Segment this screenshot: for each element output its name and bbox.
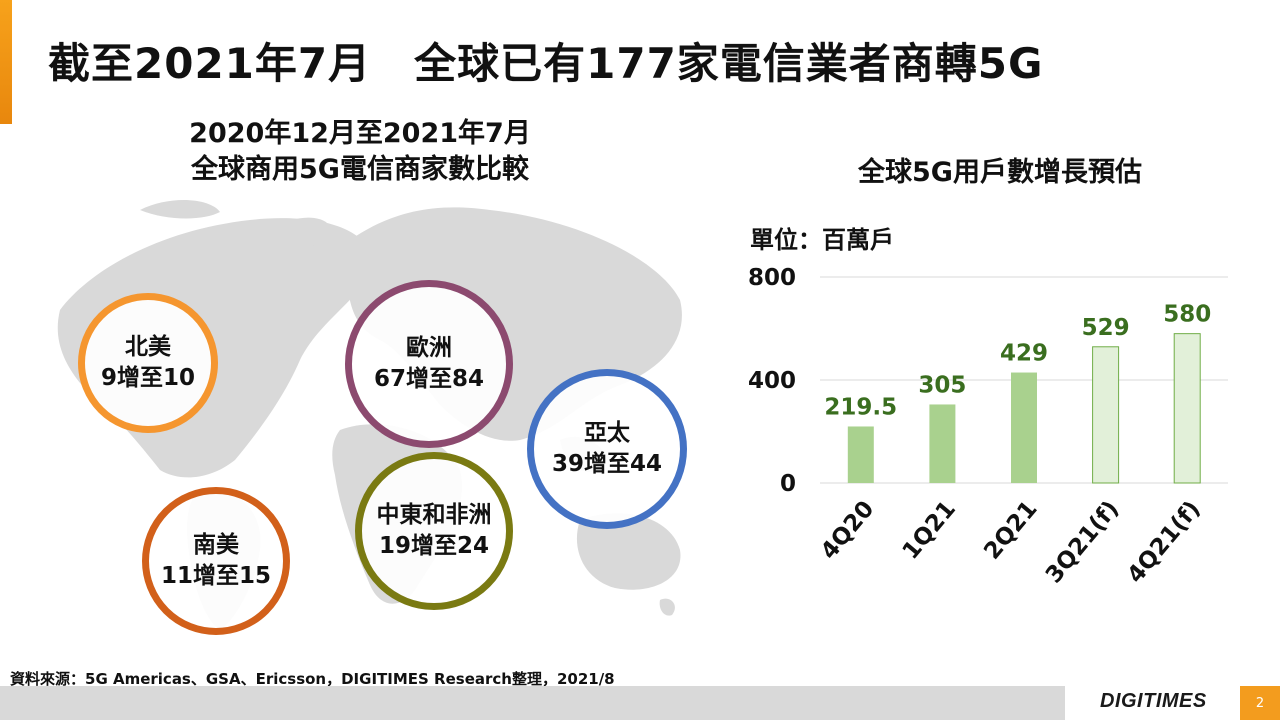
y-tick-label: 0 bbox=[780, 471, 796, 497]
page-number: 2 bbox=[1240, 686, 1280, 720]
region-name: 歐洲 bbox=[406, 335, 452, 361]
x-tick-label: 1Q21 bbox=[898, 496, 961, 564]
y-tick-label: 400 bbox=[748, 368, 796, 394]
x-tick-label: 2Q21 bbox=[979, 496, 1042, 564]
source-note: 資料來源：5G Americas、GSA、Ericsson，DIGITIMES … bbox=[10, 670, 615, 688]
title-accent-bar bbox=[0, 0, 12, 124]
region-value: 67增至84 bbox=[373, 366, 484, 392]
region-north-america: 北美 9增至10 bbox=[78, 293, 218, 433]
bar-value-label: 219.5 bbox=[824, 394, 897, 420]
region-europe: 歐洲 67增至84 bbox=[345, 280, 513, 448]
region-value: 9增至10 bbox=[100, 365, 195, 391]
footer-bar bbox=[0, 686, 1065, 720]
bar bbox=[1092, 346, 1120, 484]
y-tick-label: 800 bbox=[748, 265, 796, 291]
region-name: 南美 bbox=[193, 532, 239, 558]
bar bbox=[1011, 372, 1037, 483]
region-value: 39增至44 bbox=[551, 451, 662, 477]
bar-value-label: 580 bbox=[1163, 302, 1211, 328]
region-asia-pacific: 亞太 39增至44 bbox=[527, 369, 687, 529]
x-tick-label: 4Q21(f) bbox=[1123, 496, 1206, 588]
region-value: 11增至15 bbox=[160, 563, 271, 589]
region-name: 北美 bbox=[125, 334, 171, 360]
chart-unit-label: 單位：百萬戶 bbox=[750, 226, 894, 254]
region-name: 亞太 bbox=[584, 420, 630, 446]
x-tick-label: 3Q21(f) bbox=[1041, 496, 1124, 588]
x-tick-label: 4Q20 bbox=[816, 496, 879, 564]
bar bbox=[929, 404, 956, 483]
map-title-line2: 全球商用5G電信商家數比較 bbox=[191, 154, 529, 185]
region-south-america: 南美 11增至15 bbox=[142, 487, 290, 635]
bar bbox=[1173, 333, 1201, 484]
map-title-line1: 2020年12月至2021年7月 bbox=[189, 118, 531, 149]
bar bbox=[847, 426, 874, 483]
bar-value-label: 305 bbox=[918, 372, 966, 398]
chart-title: 全球5G用戶數增長預估 bbox=[858, 157, 1142, 188]
region-value: 19增至24 bbox=[378, 533, 489, 559]
bar-value-label: 429 bbox=[1000, 341, 1048, 367]
subscriber-bar-chart: 0 400 800 219.5 4Q20 305 1Q21 429 2Q21 529 3Q21(f)… bbox=[748, 265, 1228, 588]
map-title: 2020年12月至2021年7月 全球商用5G電信商家數比較 bbox=[150, 116, 570, 188]
region-middle-east-africa: 中東和非洲 19增至24 bbox=[355, 452, 513, 610]
slide-title: 截至2021年7月 全球已有177家電信業者商轉5G bbox=[48, 39, 1044, 88]
bar-value-label: 529 bbox=[1082, 315, 1130, 341]
region-name: 中東和非洲 bbox=[376, 502, 492, 528]
digitimes-logo: DIGITIMES bbox=[1100, 690, 1207, 712]
